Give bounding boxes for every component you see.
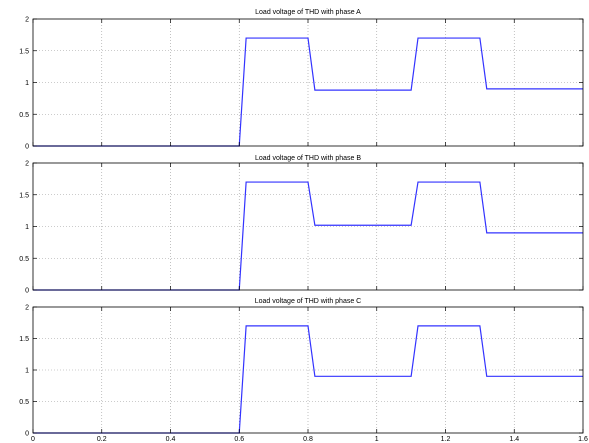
series-line-phase-a — [33, 37, 583, 147]
x-tick-label-phase-c: 0 — [31, 436, 35, 443]
x-tick-label-phase-c: 0.8 — [303, 436, 313, 443]
series-line-phase-b — [33, 181, 583, 291]
panel-title-phase-c: Load voltage of THD with phase C — [255, 298, 362, 305]
panel-phase-c: 0 0.5 1 1.5 2 0 0.2 0.4 0.6 0.8 1 1.2 1.4 1.6 Load vol… — [19, 298, 588, 443]
x-tick-label-phase-c: 1.2 — [441, 436, 451, 443]
y-tick-label-phase-a: 0 — [25, 144, 29, 151]
series-line-phase-c — [33, 325, 583, 434]
x-tick-label-phase-c: 1.6 — [578, 436, 588, 443]
y-tick-label-phase-a: 0.5 — [19, 112, 29, 119]
y-tick-label-phase-b: 2 — [25, 161, 29, 168]
x-tick-label-phase-c: 1.4 — [509, 436, 519, 443]
y-tick-label-phase-b: 1 — [25, 224, 29, 231]
x-tick-label-phase-c: 0.6 — [234, 436, 244, 443]
x-tick-label-phase-c: 0.4 — [166, 436, 176, 443]
y-tick-label-phase-c: 0 — [25, 431, 29, 438]
panel-phase-a: 0 0.5 1 1.5 2 Load voltage of THD with phase … — [19, 9, 584, 151]
y-tick-label-phase-a: 1 — [25, 80, 29, 87]
panel-title-phase-b: Load voltage of THD with phase B — [255, 155, 361, 162]
panel-phase-b: 0 0.5 1 1.5 2 Load voltage of THD with phase … — [19, 155, 584, 295]
y-tick-label-phase-b: 0.5 — [19, 256, 29, 263]
x-tick-label-phase-c: 0.2 — [97, 436, 107, 443]
panel-title-phase-a: Load voltage of THD with phase A — [255, 9, 361, 16]
y-tick-label-phase-b: 1.5 — [19, 192, 29, 199]
y-tick-label-phase-c: 1 — [25, 368, 29, 375]
y-tick-label-phase-a: 1.5 — [19, 48, 29, 55]
y-tick-label-phase-b: 0 — [25, 288, 29, 295]
y-tick-label-phase-a: 2 — [25, 17, 29, 24]
y-tick-label-phase-c: 1.5 — [19, 336, 29, 343]
y-tick-label-phase-c: 2 — [25, 305, 29, 312]
x-tick-label-phase-c: 1 — [375, 436, 379, 443]
y-tick-label-phase-c: 0.5 — [19, 399, 29, 406]
